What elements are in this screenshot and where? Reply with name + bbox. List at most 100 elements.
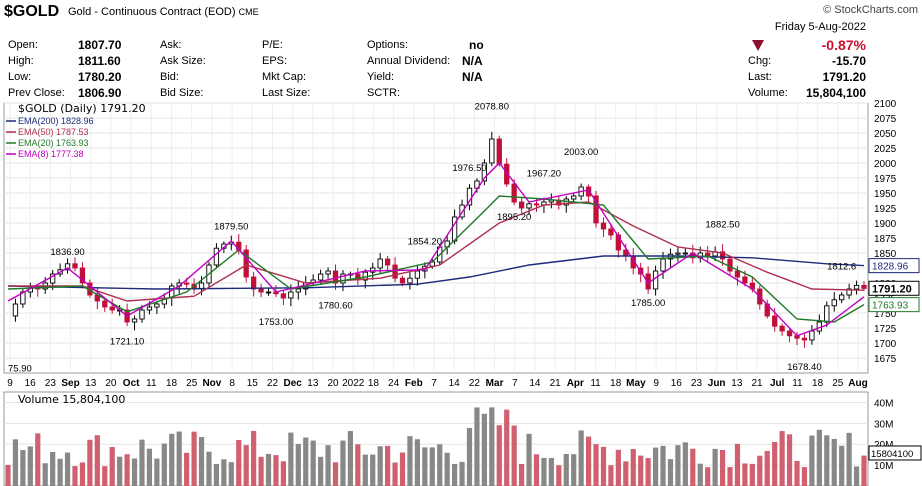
volume-bar: [50, 451, 56, 486]
candle-body: [213, 247, 220, 266]
candle-body: [853, 284, 860, 290]
volume-bar: [169, 433, 175, 486]
volume-bar: [184, 452, 190, 486]
candle-body: [481, 162, 488, 182]
down-arrow-icon: [752, 40, 764, 51]
volume-bar: [600, 446, 607, 486]
volume-bar: [504, 409, 510, 486]
volume-bar: [176, 431, 182, 486]
candle-body: [504, 163, 510, 185]
volume-bar: [452, 463, 458, 486]
sctr-label: SCTR:: [367, 87, 400, 99]
candle-body: [660, 258, 666, 272]
volume-tag-label: 15804100: [871, 449, 913, 460]
volume-bar: [861, 455, 867, 486]
last-label: Last:: [748, 71, 772, 83]
x-tick-label: Oct: [123, 378, 140, 389]
volume-bar: [251, 430, 257, 486]
y-tick-label: 2025: [874, 144, 897, 155]
source-credit[interactable]: © StockCharts.com: [823, 4, 918, 16]
volume-bar: [325, 445, 331, 486]
volume-bar: [839, 445, 845, 486]
candle-body: [489, 138, 495, 164]
volume-bar: [585, 436, 592, 486]
yield-value: N/A: [462, 70, 483, 84]
candle-body: [414, 270, 421, 279]
candle-body: [533, 203, 540, 206]
volume-bar: [79, 462, 86, 486]
x-tick-label: Mar: [486, 378, 504, 389]
volume-bar: [712, 448, 718, 486]
prev-value: 1806.90: [78, 86, 122, 100]
candle-body: [824, 305, 830, 323]
volume-bar: [801, 467, 808, 486]
volume-bar: [303, 437, 309, 486]
volume-bar: [109, 447, 115, 486]
volume-bar: [228, 462, 234, 486]
x-tick-label: Feb: [405, 378, 423, 389]
candle-body: [861, 284, 867, 289]
volume-bar: [779, 431, 785, 486]
annotation-label: 2003.00: [564, 147, 598, 158]
annotation-label: 1785.00: [631, 298, 665, 309]
candle-body: [258, 288, 264, 293]
candle-body: [377, 258, 383, 269]
y-tick-label: 1950: [874, 189, 897, 200]
candle-body: [79, 267, 86, 284]
volume-bar: [139, 439, 145, 486]
volume-bar: [273, 455, 279, 486]
candle-body: [64, 263, 71, 271]
volume-bar: [563, 453, 569, 486]
x-tick-label: 15: [247, 378, 259, 389]
candle-body: [682, 252, 689, 255]
volume-bar: [64, 452, 71, 486]
volume-bar: [824, 435, 830, 486]
x-tick-label: 23: [691, 378, 703, 389]
y-tick-label: 1875: [874, 234, 897, 245]
annotation-label: 1967.20: [527, 169, 561, 180]
grid: [3, 102, 869, 486]
candle-body: [772, 315, 778, 327]
volume-bar: [347, 431, 353, 486]
volume-bar: [72, 465, 78, 486]
volume-bar: [652, 447, 659, 486]
volume-bar: [719, 449, 726, 486]
x-tick-label: 13: [731, 378, 743, 389]
dividend-value: N/A: [462, 54, 483, 68]
candle-body: [652, 270, 659, 290]
open-value: 1807.70: [78, 38, 122, 52]
x-tick-label: 9: [7, 378, 13, 389]
candle-body: [317, 273, 324, 281]
options-label: Options:: [367, 39, 408, 51]
volume-bars: [5, 407, 867, 486]
x-tick-label: May: [626, 378, 646, 389]
candle-body: [384, 258, 391, 266]
annotation-label: 1753.00: [259, 317, 293, 328]
x-tick-label: 18: [812, 378, 824, 389]
ema-lines: [7, 161, 865, 337]
volume-bar: [243, 445, 249, 486]
volume-bar: [794, 460, 800, 486]
volume-tag: [868, 445, 922, 461]
ema-line: [7, 195, 865, 323]
volume-bar: [734, 443, 741, 486]
x-tick-label: 24: [388, 378, 400, 389]
volume-bar: [593, 444, 599, 486]
candle-body: [250, 276, 257, 290]
legend-main: $GOLD (Daily) 1791.20: [18, 102, 146, 115]
volume-bar: [414, 439, 420, 486]
yield-label: Yield:: [367, 71, 395, 83]
legend-ema20: EMA(20) 1763.93: [18, 138, 89, 148]
candle-body: [831, 299, 837, 307]
x-tick-label: Aug: [848, 378, 867, 389]
volume-label: Volume:: [748, 87, 788, 99]
x-tick-label: Nov: [202, 378, 221, 389]
annotation-label: 1854.20: [408, 236, 442, 247]
x-tick-label: 14: [529, 378, 541, 389]
ask-label: Ask:: [160, 39, 182, 51]
volume-bar: [340, 440, 346, 486]
volume-bar: [578, 430, 584, 486]
candle-body: [585, 186, 592, 197]
volume-bar: [332, 462, 339, 486]
annotation-label: 1721.10: [110, 336, 144, 347]
